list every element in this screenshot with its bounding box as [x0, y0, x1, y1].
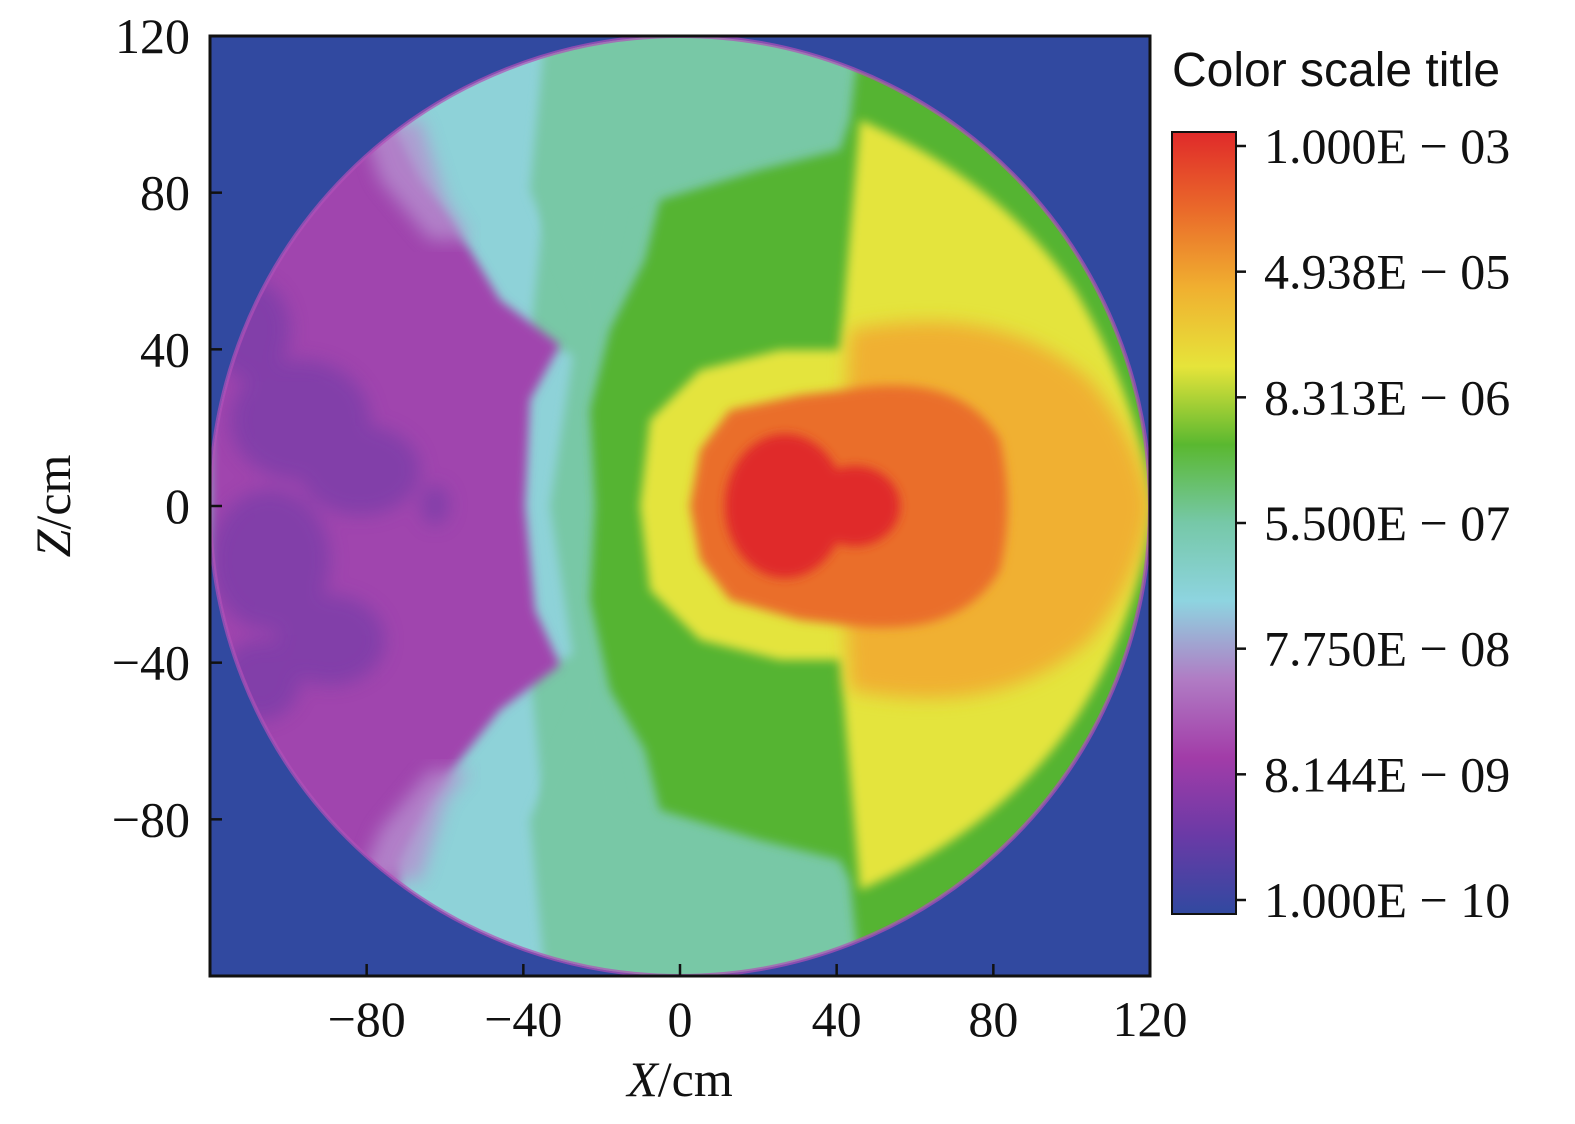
- x-axis-variable: X: [625, 1051, 660, 1107]
- lilac-bottom: [360, 770, 470, 880]
- lilac-top: [360, 120, 470, 240]
- colorbar-tick-label: 8.313E − 06: [1264, 369, 1510, 425]
- x-tick-label: 40: [812, 991, 862, 1047]
- y-axis-label: Z/cm: [25, 455, 81, 558]
- colorbar-tick-label: 1.000E − 03: [1264, 118, 1510, 174]
- y-axis-ticks: 120 80 40 0 −40 −80: [112, 8, 222, 847]
- y-tick-label: 80: [140, 165, 190, 221]
- y-tick-label: −40: [112, 635, 190, 691]
- x-tick-label: 120: [1113, 991, 1188, 1047]
- x-axis-label: X/cm: [625, 1051, 733, 1107]
- colorbar-ticks: 1.000E − 03 4.938E − 05 8.313E − 06 5.500E …: [1236, 118, 1510, 928]
- red-core: [725, 434, 900, 578]
- field-disk: [210, 36, 1150, 976]
- x-axis-unit: /cm: [658, 1051, 733, 1107]
- plot-area: [210, 36, 1150, 976]
- y-tick-label: 40: [140, 321, 190, 377]
- purple-dark-blotches: [210, 280, 449, 720]
- colorbar-tick-label: 7.750E − 08: [1264, 621, 1510, 677]
- x-tick-label: 80: [968, 991, 1018, 1047]
- colorbar-tick-label: 1.000E − 10: [1264, 872, 1510, 928]
- x-tick-label: 0: [668, 991, 693, 1047]
- colorbar-tick-label: 4.938E − 05: [1264, 244, 1510, 300]
- colorbar-title: Color scale title: [1172, 44, 1500, 97]
- y-axis-variable: Z: [25, 528, 81, 557]
- y-tick-label: 120: [115, 8, 190, 64]
- y-tick-label: 0: [165, 478, 190, 534]
- colorbar-gradient: [1171, 131, 1237, 915]
- colorbar-tick-label: 5.500E − 07: [1264, 495, 1510, 551]
- y-axis-unit: /cm: [25, 455, 81, 530]
- x-axis-ticks: −80 −40 0 40 80 120: [328, 964, 1188, 1047]
- colorbar-tick-label: 8.144E − 09: [1264, 746, 1510, 802]
- y-tick-label: −80: [112, 791, 190, 847]
- x-tick-label: −80: [328, 991, 406, 1047]
- x-tick-label: −40: [484, 991, 562, 1047]
